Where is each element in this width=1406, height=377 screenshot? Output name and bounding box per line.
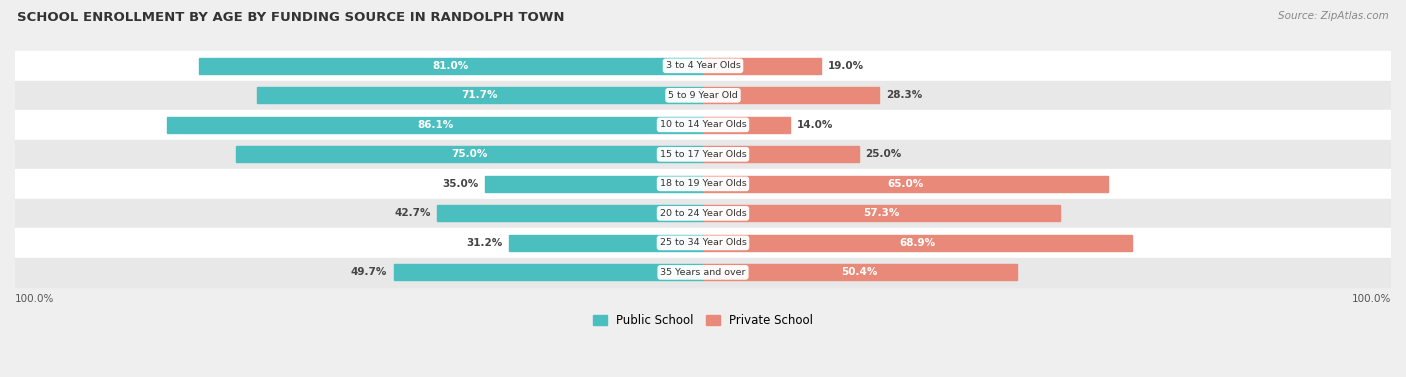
Text: 18 to 19 Year Olds: 18 to 19 Year Olds <box>659 179 747 188</box>
Bar <box>703 146 859 162</box>
Text: 42.7%: 42.7% <box>394 208 430 218</box>
Legend: Public School, Private School: Public School, Private School <box>588 309 818 332</box>
Text: 49.7%: 49.7% <box>350 267 387 277</box>
Bar <box>15 51 1391 81</box>
Text: 14.0%: 14.0% <box>797 120 834 130</box>
Text: 68.9%: 68.9% <box>900 238 935 248</box>
Bar <box>703 117 790 133</box>
Bar <box>15 169 1391 199</box>
Text: 3 to 4 Year Olds: 3 to 4 Year Olds <box>665 61 741 70</box>
Text: 86.1%: 86.1% <box>418 120 453 130</box>
Text: 71.7%: 71.7% <box>461 90 498 100</box>
Bar <box>437 205 703 221</box>
Text: 10 to 14 Year Olds: 10 to 14 Year Olds <box>659 120 747 129</box>
Text: 5 to 9 Year Old: 5 to 9 Year Old <box>668 91 738 100</box>
Text: 35.0%: 35.0% <box>443 179 478 189</box>
Bar <box>485 176 703 192</box>
Text: 100.0%: 100.0% <box>1351 294 1391 303</box>
Bar <box>198 58 703 74</box>
Text: 35 Years and over: 35 Years and over <box>661 268 745 277</box>
Text: 25.0%: 25.0% <box>865 149 901 159</box>
Text: 75.0%: 75.0% <box>451 149 488 159</box>
Bar <box>703 205 1060 221</box>
Text: Source: ZipAtlas.com: Source: ZipAtlas.com <box>1278 11 1389 21</box>
Bar <box>15 199 1391 228</box>
Text: 15 to 17 Year Olds: 15 to 17 Year Olds <box>659 150 747 159</box>
Text: 31.2%: 31.2% <box>465 238 502 248</box>
Bar <box>703 176 1108 192</box>
Bar <box>236 146 703 162</box>
Bar <box>703 235 1132 251</box>
Text: 19.0%: 19.0% <box>828 61 863 71</box>
Text: 100.0%: 100.0% <box>15 294 55 303</box>
Text: 20 to 24 Year Olds: 20 to 24 Year Olds <box>659 209 747 218</box>
Bar <box>15 110 1391 139</box>
Bar <box>15 139 1391 169</box>
Bar <box>15 81 1391 110</box>
Bar <box>167 117 703 133</box>
Text: 50.4%: 50.4% <box>842 267 879 277</box>
Bar <box>257 87 703 103</box>
Bar <box>703 87 879 103</box>
Text: 81.0%: 81.0% <box>433 61 470 71</box>
Text: SCHOOL ENROLLMENT BY AGE BY FUNDING SOURCE IN RANDOLPH TOWN: SCHOOL ENROLLMENT BY AGE BY FUNDING SOUR… <box>17 11 564 24</box>
Text: 28.3%: 28.3% <box>886 90 922 100</box>
Text: 25 to 34 Year Olds: 25 to 34 Year Olds <box>659 238 747 247</box>
Text: 57.3%: 57.3% <box>863 208 900 218</box>
Bar <box>15 257 1391 287</box>
Bar <box>509 235 703 251</box>
Bar <box>703 264 1017 280</box>
Bar <box>15 228 1391 257</box>
Text: 65.0%: 65.0% <box>887 179 924 189</box>
Bar <box>703 58 821 74</box>
Bar <box>394 264 703 280</box>
